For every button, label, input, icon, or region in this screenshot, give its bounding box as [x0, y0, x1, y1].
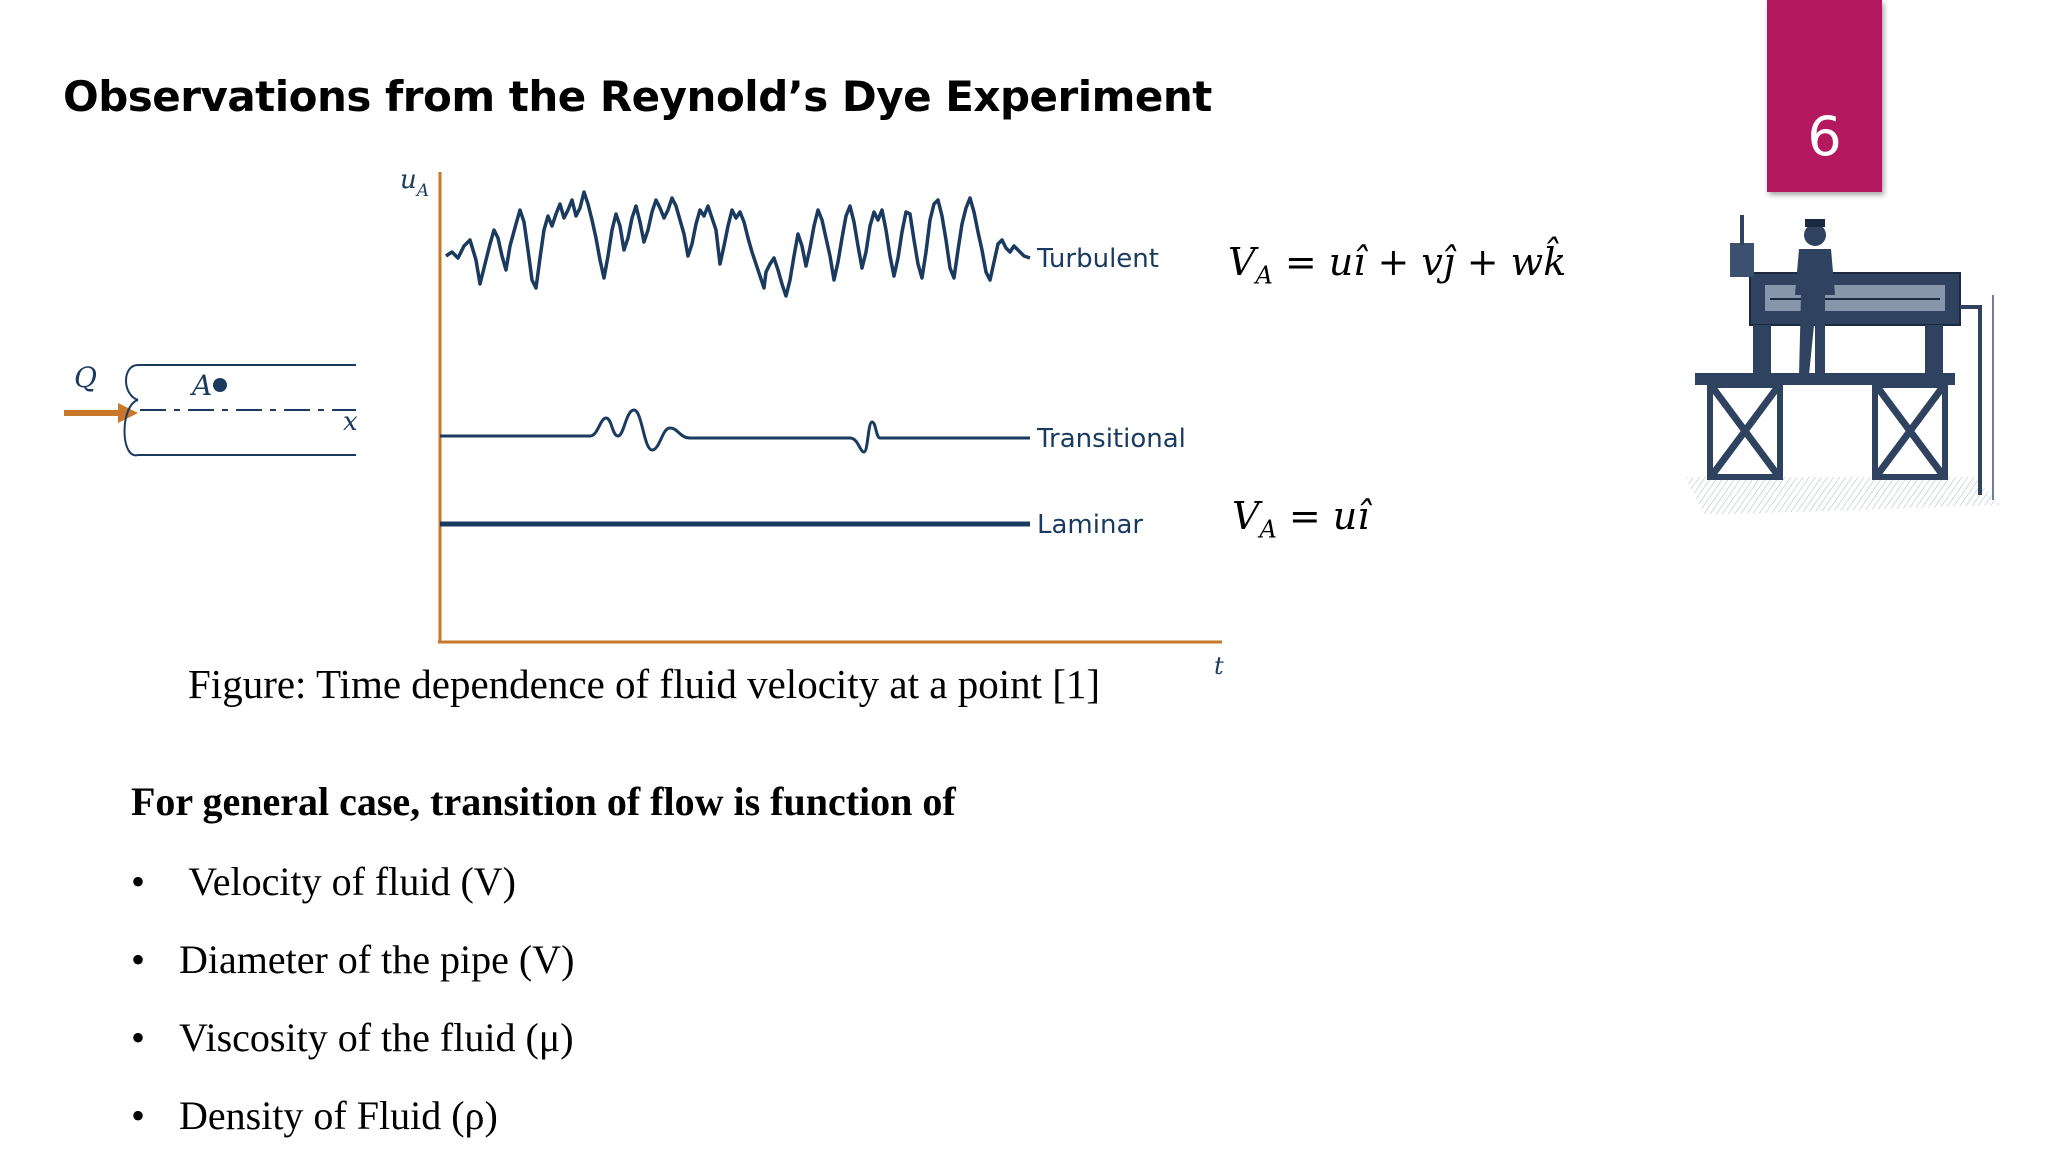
eq-laminar-lhs: V	[1232, 494, 1260, 538]
list-item-text: Diameter of the pipe (V)	[179, 937, 575, 982]
slide-title: Observations from the Reynold’s Dye Expe…	[63, 72, 1212, 121]
bullet-icon: •	[131, 1015, 146, 1060]
list-item: • Viscosity of the fluid (μ)	[131, 1009, 574, 1087]
velocity-time-chart: uA t Turbulent Transitional Laminar	[400, 165, 1224, 680]
bullet-icon: •	[131, 937, 146, 982]
svg-text:uA: uA	[400, 165, 429, 201]
transitional-label: Transitional	[1036, 424, 1186, 454]
turbulent-velocity-equation: VA = uî + vĵ + wk̂	[1228, 240, 1566, 290]
list-item-text: Viscosity of the fluid (μ)	[179, 1015, 574, 1060]
point-a-dot	[213, 378, 227, 392]
list-heading: For general case, transition of flow is …	[131, 779, 956, 824]
transitional-curve	[440, 408, 1030, 454]
eq-turbulent-lhs: V	[1228, 240, 1256, 284]
eq-laminar-sub: A	[1259, 515, 1277, 544]
figure-caption: Figure: Time dependence of fluid velocit…	[188, 661, 1101, 707]
eq-laminar-rhs: = uî	[1288, 494, 1370, 538]
eq-turbulent-sub: A	[1255, 261, 1273, 290]
list-item: • Density of Fluid (ρ)	[131, 1087, 574, 1165]
bullet-icon: •	[131, 1093, 146, 1138]
y-axis-label: u	[400, 165, 417, 195]
eq-turbulent-rhs: = uî + vĵ + wk̂	[1284, 240, 1567, 284]
reynolds-apparatus-illustration	[1685, 215, 2000, 515]
page-number: 6	[1807, 105, 1842, 168]
y-axis-sub: A	[415, 181, 429, 201]
point-a-label: A	[189, 369, 212, 402]
factor-list: • Velocity of fluid (V) • Diameter of the…	[131, 853, 574, 1165]
t-axis-label: t	[1214, 652, 1224, 680]
list-item: • Velocity of fluid (V)	[131, 853, 574, 931]
list-item: • Diameter of the pipe (V)	[131, 931, 574, 1009]
list-item-text: Velocity of fluid (V)	[179, 859, 516, 904]
turbulent-curve	[445, 190, 1031, 298]
flow-label: Q	[74, 361, 97, 394]
laminar-label: Laminar	[1037, 510, 1143, 540]
turbulent-label: Turbulent	[1036, 244, 1159, 274]
bullet-icon: •	[131, 859, 146, 904]
laminar-velocity-equation: VA = uî	[1232, 494, 1369, 544]
list-item-text: Density of Fluid (ρ)	[179, 1093, 498, 1138]
x-axis-label: x	[343, 407, 358, 437]
page-number-tab: 6	[1767, 0, 1882, 192]
pipe-diagram: Q A x	[64, 361, 358, 457]
